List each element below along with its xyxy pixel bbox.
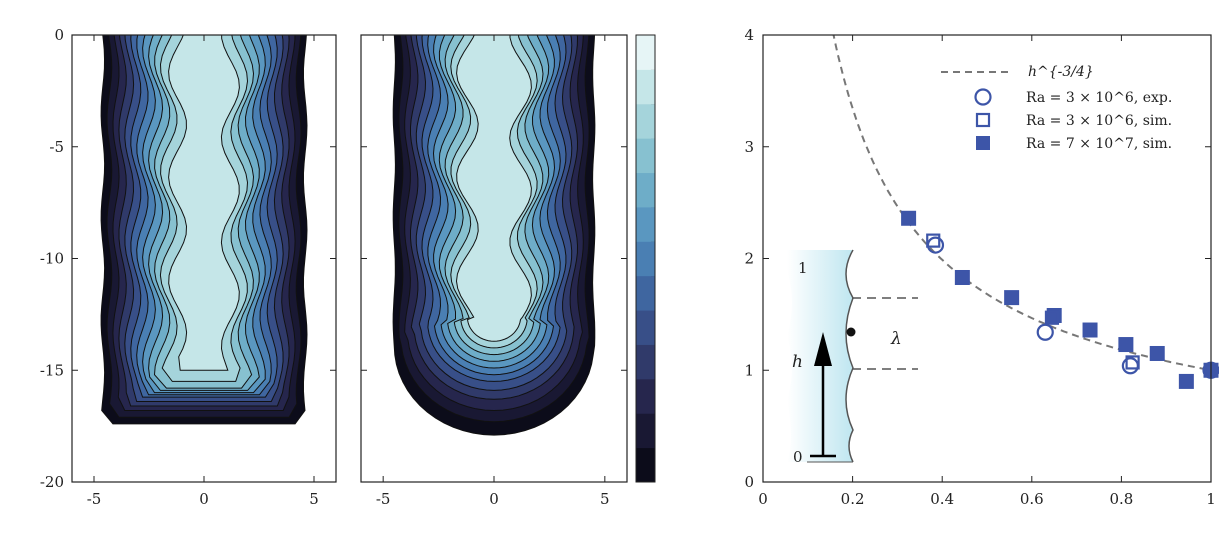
panel-a: -5 0 5 0 -5 -10 -15 -20	[40, 26, 337, 508]
panel-c-x-tick-label: 0.4	[930, 490, 954, 508]
panel-c-x-tick-label: 0.8	[1109, 490, 1133, 508]
panel-a-x-tick-label: -5	[87, 490, 102, 508]
panel-c: 0 0.2 0.4 0.6 0.8 1 0 1 2 3 4 1 0 λ h h^{-3/4} Ra = 3 …	[744, 26, 1219, 508]
panel-a-y-tick-label: -10	[40, 250, 64, 268]
panel-a-contours	[100, 35, 308, 425]
panel-c-y-tick-label: 2	[744, 250, 754, 268]
inset-label-bottom: 0	[793, 448, 803, 466]
colorbar-segment	[636, 206, 655, 242]
panel-a-x-tick-label: 5	[309, 490, 319, 508]
panel-c-points	[901, 210, 1219, 389]
legend: h^{-3/4} Ra = 3 × 10^6, exp. Ra = 3 × 10^6…	[941, 64, 1172, 152]
panel-b: -5 0 5	[360, 34, 656, 508]
point-sim-filled-square	[1149, 345, 1165, 361]
panel-b-x-tick-label: 5	[600, 490, 610, 508]
point-sim-open-square	[926, 233, 941, 248]
legend-series-label: Ra = 7 × 10^7, sim.	[1026, 136, 1172, 152]
panel-b-contour-11	[455, 35, 532, 342]
point-sim-filled-square	[901, 210, 917, 226]
panel-c-x-tick-label: 0.6	[1020, 490, 1044, 508]
inset-label-top: 1	[798, 259, 808, 277]
inset-dot	[846, 327, 856, 337]
colorbar-segment	[636, 344, 655, 380]
fit-curve	[832, 35, 1211, 372]
colorbar-segment	[636, 172, 655, 208]
colorbar-frame	[635, 34, 656, 483]
panel-a-y-ticks: 0 -5 -10 -15 -20	[40, 26, 336, 491]
panel-b-y-ticks	[361, 34, 627, 483]
point-sim-filled-square	[1118, 337, 1134, 353]
colorbar-segment	[636, 378, 655, 414]
panel-a-y-tick-label: 0	[54, 26, 64, 44]
inset-height-label: h	[792, 352, 803, 372]
panel-a-contour-11	[168, 35, 240, 371]
panel-c-y-tick-label: 4	[744, 26, 754, 44]
point-sim-filled-square	[1004, 290, 1020, 306]
panel-a-y-tick-label: -20	[40, 473, 64, 491]
colorbar-segment	[636, 69, 655, 105]
legend-fit-label: h^{-3/4}	[1028, 64, 1094, 80]
panel-a-x-tick-label: 0	[199, 490, 209, 508]
colorbar-segment	[636, 241, 655, 277]
point-exp-circle	[1121, 357, 1139, 375]
inset-diagram: 1 0 λ h	[787, 249, 918, 466]
legend-series-label: Ra = 3 × 10^6, sim.	[1026, 113, 1172, 129]
colorbar-segment	[636, 413, 655, 449]
panel-c-y-tick-label: 3	[744, 138, 754, 156]
panel-a-y-tick-label: -5	[49, 138, 64, 156]
colorbar-segment	[636, 310, 655, 345]
legend-series-label: Ra = 3 × 10^6, exp.	[1026, 90, 1172, 106]
panel-b-x-tick-label: 0	[489, 490, 499, 508]
legend-swatch-exp	[974, 88, 992, 106]
colorbar-segment	[636, 275, 655, 311]
point-exp-circle	[1036, 323, 1054, 341]
colorbar-segment	[636, 138, 655, 174]
colorbar	[635, 34, 656, 483]
point-sim-filled-square	[1046, 307, 1062, 323]
point-sim-open-square	[1125, 355, 1140, 370]
point-sim-filled-square	[1178, 373, 1194, 389]
inset-wavelength-label: λ	[890, 329, 902, 349]
point-sim-filled-square	[954, 269, 970, 285]
panel-b-x-ticks: -5 0 5	[376, 35, 610, 508]
colorbar-segment	[636, 103, 655, 139]
panel-b-x-tick-label: -5	[376, 490, 391, 508]
panel-c-x-tick-label: 0.2	[841, 490, 865, 508]
colorbar-segment	[636, 35, 655, 70]
panel-c-x-tick-label: 0	[758, 490, 768, 508]
fit-curve-line	[832, 35, 1211, 372]
colorbar-segment	[636, 447, 655, 483]
legend-swatch-sim-open	[975, 112, 991, 128]
inset-arrow-head	[814, 332, 832, 366]
panel-c-frame	[762, 34, 1212, 483]
inset-right-wall	[845, 249, 854, 463]
panel-c-x-tick-label: 1	[1206, 490, 1216, 508]
point-sim-open-square	[1044, 310, 1060, 325]
panel-c-y-tick-label: 1	[744, 361, 754, 379]
legend-swatch-sim-filled	[976, 136, 990, 150]
panel-c-y-tick-label: 0	[744, 473, 754, 491]
point-sim-filled-square	[1082, 322, 1098, 338]
panel-a-y-tick-label: -15	[40, 361, 64, 379]
point-exp-circle	[926, 236, 945, 254]
panel-b-contours	[392, 35, 596, 436]
panel-a-x-ticks: -5 0 5	[87, 35, 319, 508]
